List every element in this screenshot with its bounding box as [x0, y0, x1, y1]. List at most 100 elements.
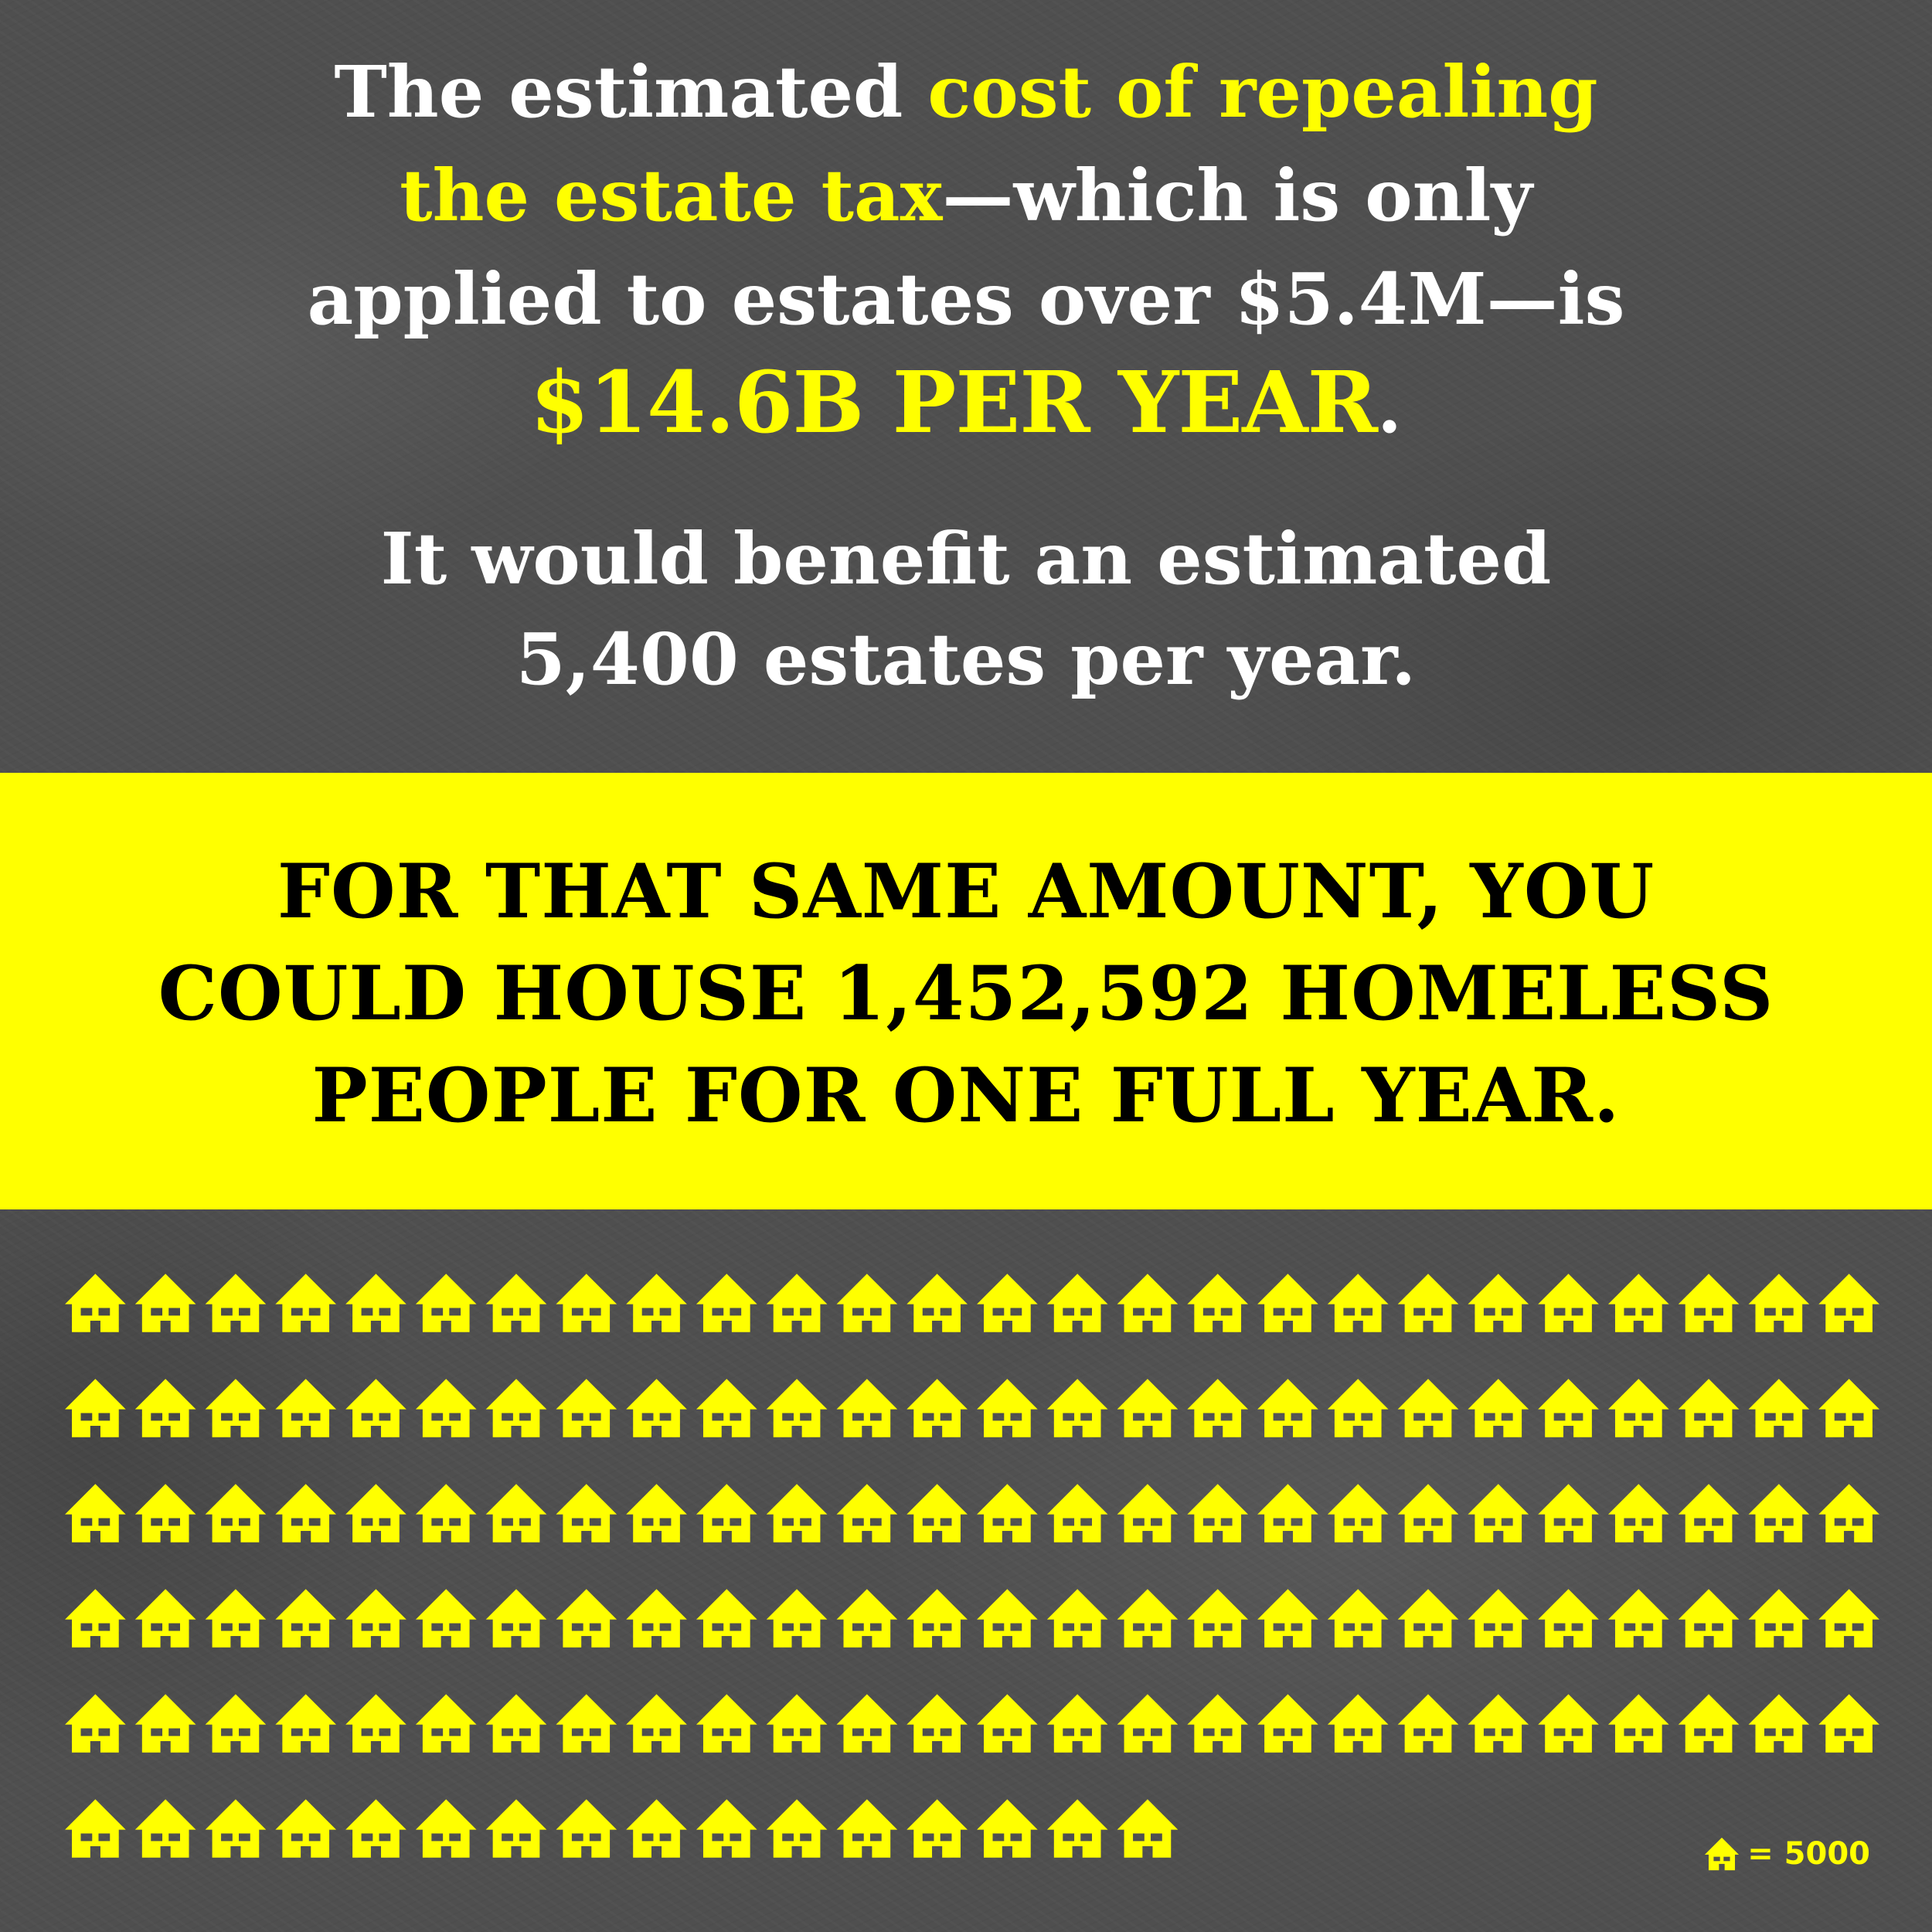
house-icon	[1046, 1694, 1108, 1753]
house-icon	[1748, 1694, 1810, 1753]
house-icon	[345, 1589, 406, 1648]
house-icon	[1748, 1589, 1810, 1648]
headline-line-2: the estate tax—which is only	[400, 154, 1532, 237]
house-icon	[485, 1589, 547, 1648]
house-icon	[1397, 1484, 1459, 1543]
house-icon	[134, 1694, 196, 1753]
banner-line-3: PEOPLE FOR ONE FULL YEAR.	[311, 1052, 1621, 1139]
house-icon	[345, 1694, 406, 1753]
house-icon	[1257, 1274, 1318, 1332]
house-icon	[977, 1589, 1038, 1648]
house-icon	[205, 1694, 267, 1753]
house-icon	[1397, 1379, 1459, 1437]
house-icon	[345, 1274, 406, 1332]
house-icon	[1748, 1274, 1810, 1332]
house-icon	[1117, 1589, 1179, 1648]
house-icon	[836, 1694, 898, 1753]
house-icon	[836, 1589, 898, 1648]
house-icon	[1327, 1274, 1389, 1332]
house-icon	[977, 1484, 1038, 1543]
house-icon	[766, 1694, 828, 1753]
house-icon	[1538, 1589, 1599, 1648]
house-icon	[1327, 1589, 1389, 1648]
house-icon	[696, 1694, 757, 1753]
house-icon	[134, 1799, 196, 1858]
house-icon	[1607, 1589, 1669, 1648]
house-icon-partial	[1187, 1799, 1218, 1858]
headline-line-3: applied to estates over $5.4M—is	[307, 257, 1625, 341]
house-icon	[1117, 1274, 1179, 1332]
highlight-banner	[0, 773, 1932, 1209]
house-icon	[1678, 1274, 1740, 1332]
house-icon	[906, 1694, 968, 1753]
house-icon	[1187, 1379, 1249, 1437]
headline-amount: $14.6B PER YEAR	[529, 352, 1378, 452]
house-icon	[1818, 1274, 1879, 1332]
house-icon	[1257, 1484, 1318, 1543]
house-icon	[205, 1274, 267, 1332]
house-icon	[65, 1274, 126, 1332]
house-icon	[1538, 1694, 1599, 1753]
legend: = 5000	[1704, 1835, 1870, 1873]
house-icon	[696, 1589, 757, 1648]
headline-highlight-cost: cost of repealing	[927, 50, 1598, 134]
house-icon	[556, 1799, 617, 1858]
house-icon	[1468, 1484, 1529, 1543]
banner-text: FOR THAT SAME AMOUNT, YOU COULD HOUSE 1,…	[0, 841, 1932, 1147]
subtext: It would benefit an estimated 5,400 esta…	[0, 509, 1932, 709]
house-icon	[65, 1799, 126, 1858]
house-icon	[1818, 1379, 1879, 1437]
house-icon	[1468, 1589, 1529, 1648]
house-icon	[345, 1379, 406, 1437]
house-icon	[65, 1379, 126, 1437]
house-icon	[1046, 1589, 1108, 1648]
house-icon	[275, 1589, 337, 1648]
house-icon	[1187, 1484, 1249, 1543]
subtext-line-1: It would benefit an estimated	[380, 517, 1552, 600]
house-icon	[1046, 1799, 1108, 1858]
house-icon	[1818, 1589, 1879, 1648]
house-icon	[696, 1484, 757, 1543]
house-icon	[65, 1694, 126, 1753]
headline-line-4: $14.6B PER YEAR.	[529, 352, 1403, 452]
house-icon	[485, 1379, 547, 1437]
house-icon	[134, 1589, 196, 1648]
house-icon	[626, 1799, 687, 1858]
house-icon	[345, 1799, 406, 1858]
house-icon	[345, 1484, 406, 1543]
house-icon	[906, 1799, 968, 1858]
house-icon	[1257, 1589, 1318, 1648]
house-icon	[977, 1379, 1038, 1437]
house-icon	[1187, 1274, 1249, 1332]
house-icon	[134, 1274, 196, 1332]
house-icon	[836, 1484, 898, 1543]
house-icon	[766, 1379, 828, 1437]
house-icon	[485, 1694, 547, 1753]
house-pictogram	[65, 1274, 1879, 1858]
house-icon	[1705, 1837, 1740, 1871]
house-icon	[1187, 1589, 1249, 1648]
house-icon	[485, 1799, 547, 1858]
house-icon	[556, 1484, 617, 1543]
house-icon	[275, 1484, 337, 1543]
house-icon	[977, 1274, 1038, 1332]
house-icon	[696, 1274, 757, 1332]
house-icon	[766, 1799, 828, 1858]
house-icon	[1327, 1694, 1389, 1753]
house-icon	[1117, 1694, 1179, 1753]
house-icon	[1397, 1274, 1459, 1332]
house-icon	[1468, 1694, 1529, 1753]
house-icon	[1538, 1484, 1599, 1543]
house-icon	[1187, 1694, 1249, 1753]
house-icon	[1046, 1484, 1108, 1543]
subtext-line-2: 5,400 estates per year.	[515, 617, 1417, 701]
house-icon	[1257, 1694, 1318, 1753]
house-icon	[696, 1799, 757, 1858]
house-icon	[1607, 1484, 1669, 1543]
house-icon	[836, 1799, 898, 1858]
house-icon	[1046, 1274, 1108, 1332]
house-icon	[275, 1694, 337, 1753]
house-icon	[626, 1274, 687, 1332]
house-icon	[1748, 1379, 1810, 1437]
house-icon	[766, 1484, 828, 1543]
